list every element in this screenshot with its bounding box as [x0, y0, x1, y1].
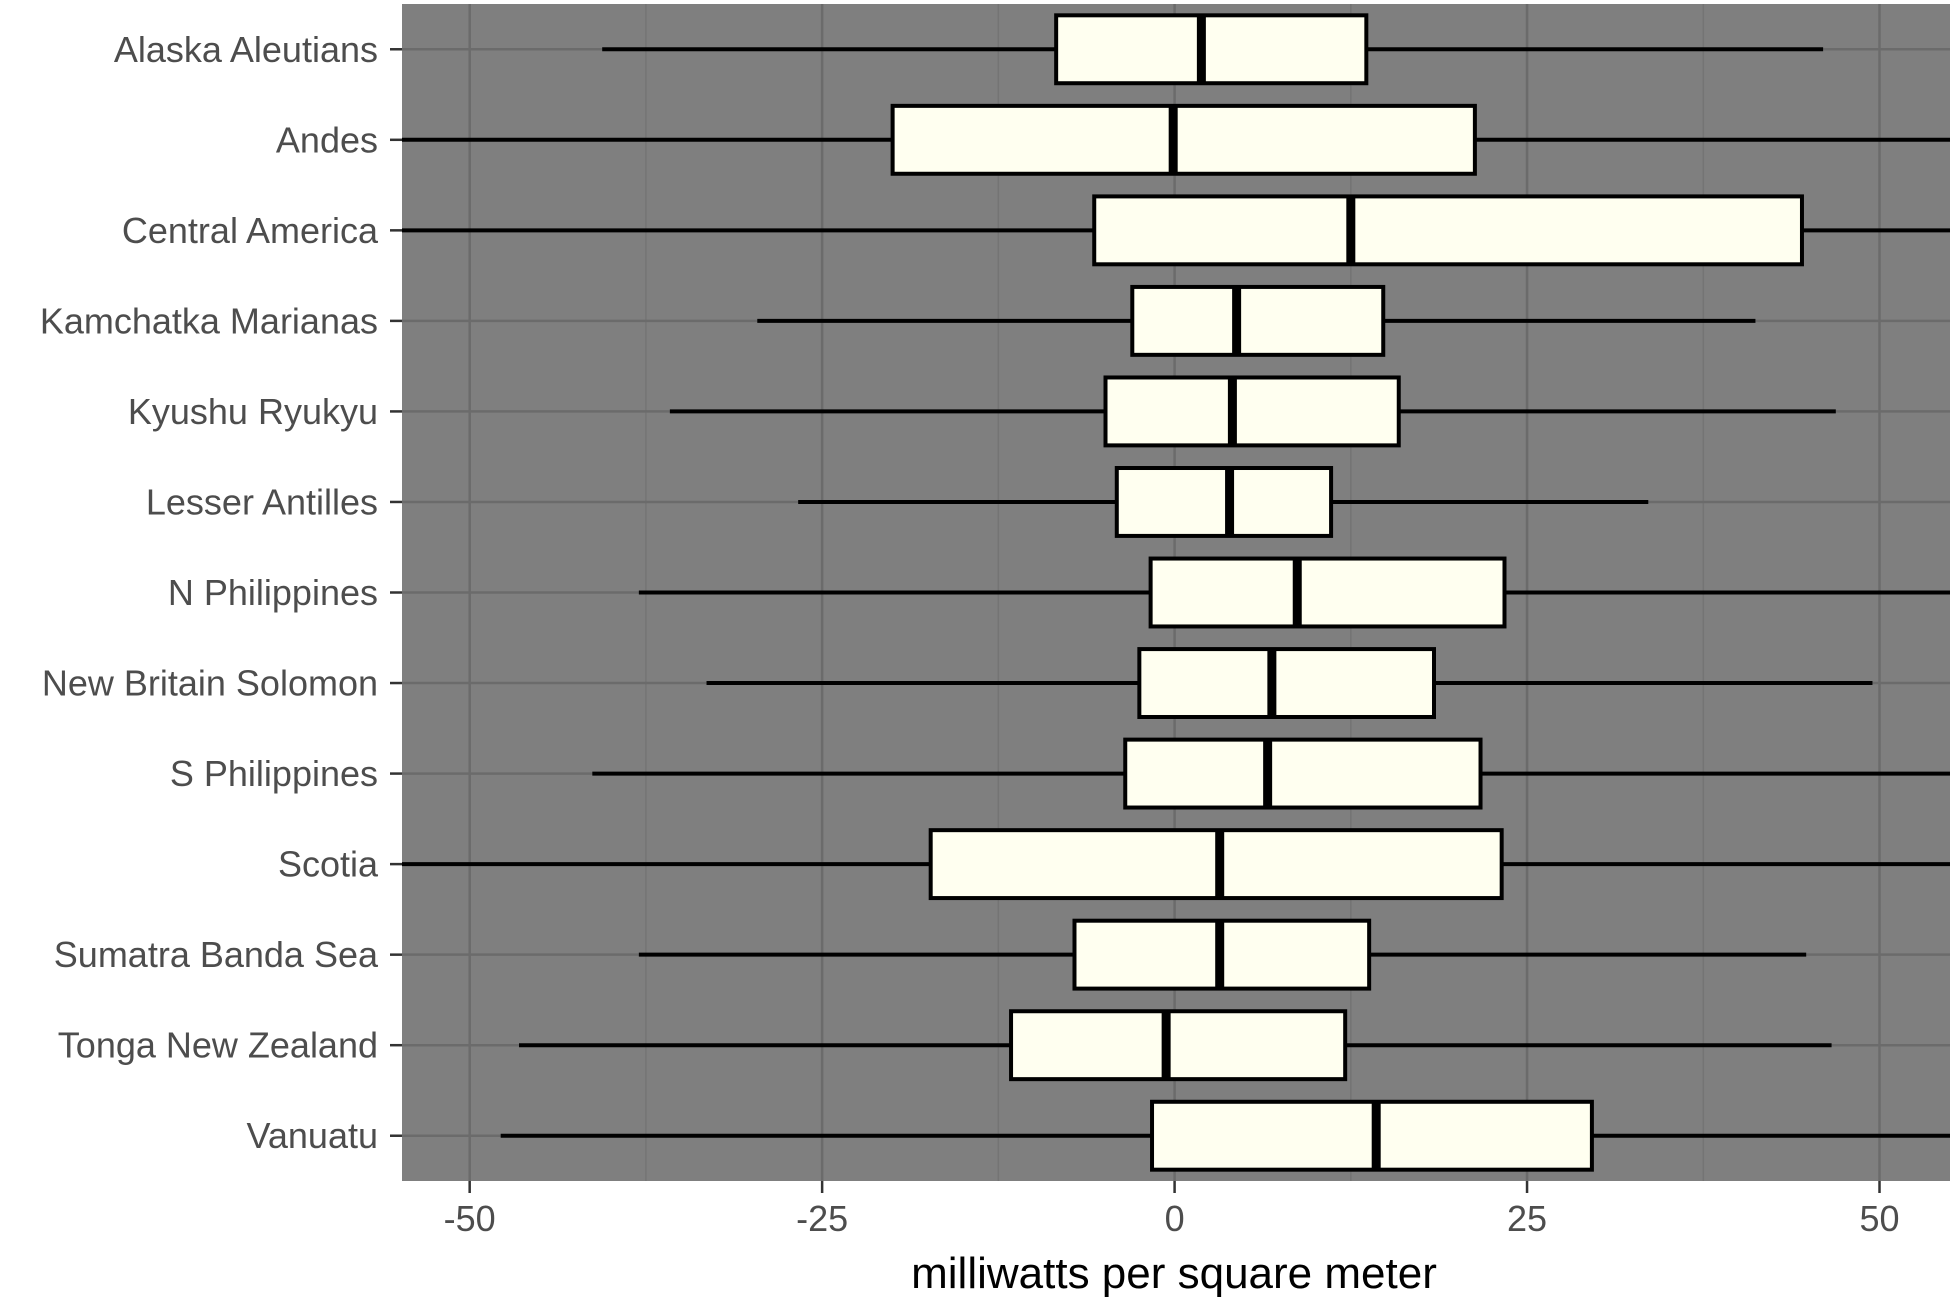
y-tick-label: Vanuatu	[247, 1115, 378, 1156]
box-kyushu-ryukyu	[669, 375, 1836, 448]
box-iqr	[1103, 375, 1401, 448]
box-iqr	[1148, 556, 1507, 629]
x-axis: -50 -25 0 25 50	[444, 1181, 1900, 1239]
box-iqr	[1137, 647, 1436, 719]
box-andes	[402, 103, 1950, 176]
box-iqr	[1130, 284, 1386, 357]
y-tick-label: Alaska Aleutians	[114, 29, 378, 70]
box-series	[402, 13, 1950, 1172]
y-tick-label: Kamchatka Marianas	[40, 300, 378, 341]
y-tick-label: S Philippines	[170, 753, 378, 794]
x-tick-label: -25	[796, 1198, 848, 1239]
box-sumatra-banda-sea	[638, 918, 1807, 991]
box-alaska-aleutians	[602, 13, 1824, 86]
box-vanuatu	[500, 1099, 1950, 1172]
box-iqr	[1009, 1009, 1348, 1082]
y-tick-label: Andes	[276, 119, 378, 160]
y-tick-label: Scotia	[278, 844, 379, 885]
box-new-britain-solomon	[706, 647, 1873, 719]
y-tick-label: Lesser Antilles	[146, 481, 378, 522]
y-tick-label: Kyushu Ryukyu	[128, 391, 378, 432]
box-iqr	[1054, 13, 1369, 86]
y-tick-label: Tonga New Zealand	[58, 1025, 378, 1066]
x-tick-label: 0	[1165, 1198, 1185, 1239]
x-tick-label: -50	[444, 1198, 496, 1239]
y-tick-label: Central America	[122, 210, 379, 251]
y-tick-label: Sumatra Banda Sea	[54, 934, 379, 975]
y-tick-label: New Britain Solomon	[42, 663, 378, 704]
x-axis-title: milliwatts per square meter	[911, 1249, 1437, 1298]
box-iqr	[890, 103, 1477, 176]
box-central-america	[402, 194, 1950, 267]
x-tick-label: 50	[1859, 1198, 1899, 1239]
box-lesser-antilles	[798, 466, 1649, 538]
y-tick-label: N Philippines	[168, 572, 378, 613]
box-kamchatka-marianas	[757, 284, 1756, 357]
box-iqr	[1123, 737, 1483, 810]
box-scotia	[402, 828, 1950, 901]
box-iqr	[1114, 466, 1334, 538]
x-tick-label: 25	[1507, 1198, 1547, 1239]
box-iqr	[1092, 194, 1804, 267]
box-tonga-new-zealand	[519, 1009, 1832, 1082]
box-n-philippines	[638, 556, 1950, 629]
box-s-philippines	[592, 737, 1950, 810]
y-axis: Alaska Aleutians Andes Central America Kamc…	[40, 29, 402, 1156]
